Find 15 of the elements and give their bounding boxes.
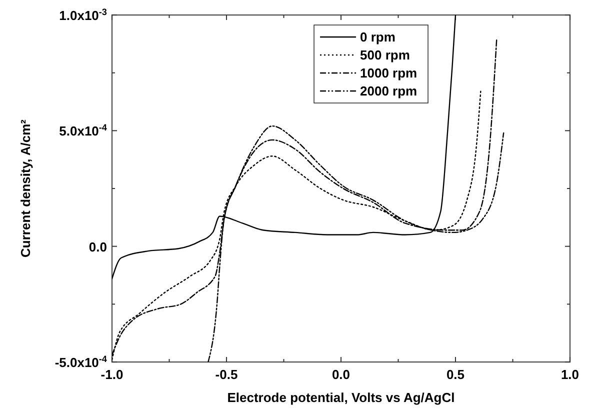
legend-label: 2000 rpm — [360, 84, 418, 98]
x-tick-label: -1.0 — [100, 367, 124, 382]
y-tick-label: 1.0x10$^{-3}$ — [59, 7, 107, 23]
legend-label: 0 rpm — [360, 30, 396, 44]
x-tick-label: -0.5 — [215, 367, 238, 382]
y-tick-label: -5.0x10$^{-4}$ — [54, 354, 108, 370]
legend-label: 500 rpm — [360, 48, 410, 62]
y-tick-label: 0.0 — [88, 239, 107, 254]
y-tick-label: 5.0x10$^{-4}$ — [59, 122, 108, 139]
y-axis-title: Current density, A/cm² — [18, 118, 33, 258]
x-axis-title: Electrode potential, Volts vs Ag/AgCl — [227, 390, 455, 405]
x-tick-label: 1.0 — [560, 367, 580, 382]
x-tick-label: 0.5 — [446, 367, 465, 382]
legend-label: 1000 rpm — [360, 66, 418, 80]
x-tick-label: 0.0 — [332, 367, 350, 382]
